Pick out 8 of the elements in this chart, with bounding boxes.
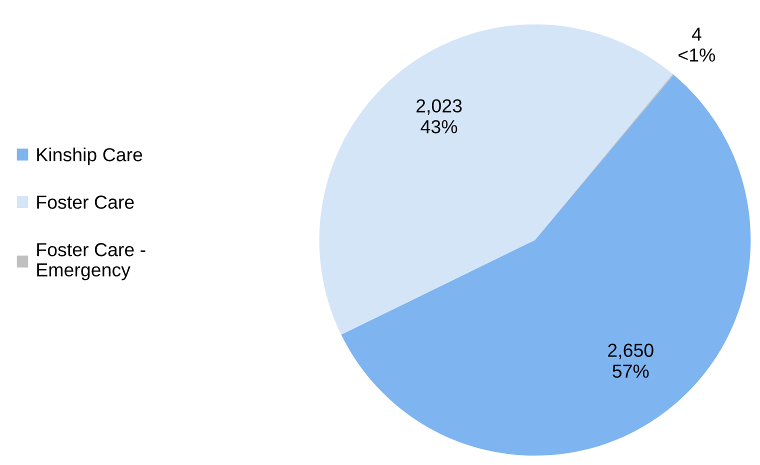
pie-slice bbox=[341, 74, 751, 456]
data-label: 4 <1% bbox=[678, 28, 716, 62]
legend-label: Kinship Care bbox=[37, 148, 142, 166]
legend-label: Foster Care - Emergency bbox=[37, 243, 146, 280]
legend-label: Foster Care bbox=[37, 196, 134, 209]
data-label: 2,650 57% bbox=[608, 344, 654, 378]
data-label: 2,023 43% bbox=[416, 99, 462, 134]
pie-slice bbox=[319, 24, 673, 335]
